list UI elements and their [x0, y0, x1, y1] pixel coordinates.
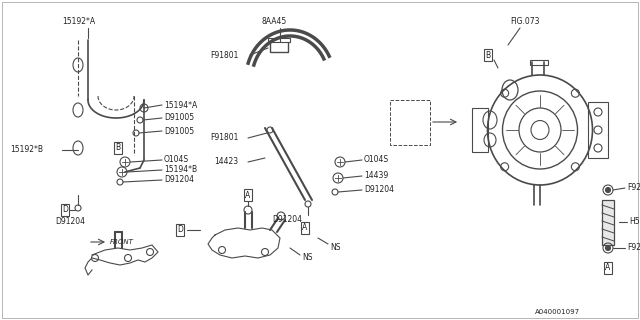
Text: 15192*A: 15192*A	[62, 18, 95, 27]
Circle shape	[605, 245, 611, 251]
Circle shape	[117, 167, 127, 177]
Circle shape	[120, 157, 130, 167]
Text: FRONT: FRONT	[110, 239, 134, 245]
Bar	[588, 102, 608, 158]
Text: 15194*B: 15194*B	[164, 165, 197, 174]
Bar	[530, 60, 548, 65]
Bar	[268, 38, 290, 42]
Text: D: D	[177, 226, 183, 235]
Text: FIG.073: FIG.073	[510, 18, 540, 27]
Text: D91204: D91204	[364, 186, 394, 195]
Text: A: A	[302, 223, 308, 233]
Text: B: B	[485, 51, 491, 60]
Text: D91204: D91204	[272, 215, 302, 225]
Text: O104S: O104S	[364, 156, 389, 164]
Text: 15194*A: 15194*A	[164, 100, 197, 109]
Text: D: D	[62, 205, 68, 214]
Circle shape	[335, 157, 345, 167]
Text: 14423: 14423	[214, 157, 238, 166]
Text: F91801: F91801	[210, 133, 238, 142]
Circle shape	[333, 173, 343, 183]
Bar	[472, 108, 488, 152]
Text: 14439: 14439	[364, 172, 388, 180]
Text: D91204: D91204	[55, 218, 85, 227]
Text: A: A	[605, 263, 611, 273]
Text: O104S: O104S	[164, 156, 189, 164]
Text: F92208: F92208	[627, 183, 640, 193]
Circle shape	[605, 188, 611, 193]
Text: A040001097: A040001097	[535, 309, 580, 315]
Text: F91801: F91801	[210, 51, 238, 60]
Text: F92208: F92208	[627, 244, 640, 252]
Text: 15192*B: 15192*B	[10, 146, 43, 155]
Bar	[602, 200, 614, 245]
Text: B: B	[115, 143, 120, 153]
Text: H515712: H515712	[629, 218, 640, 227]
Text: A: A	[245, 190, 251, 199]
Text: D91204: D91204	[164, 175, 194, 185]
Text: 8AA45: 8AA45	[262, 18, 287, 27]
Text: D91005: D91005	[164, 114, 194, 123]
Text: NS: NS	[330, 244, 340, 252]
Text: D91005: D91005	[164, 126, 194, 135]
Bar	[270, 40, 288, 52]
Text: NS: NS	[302, 253, 312, 262]
